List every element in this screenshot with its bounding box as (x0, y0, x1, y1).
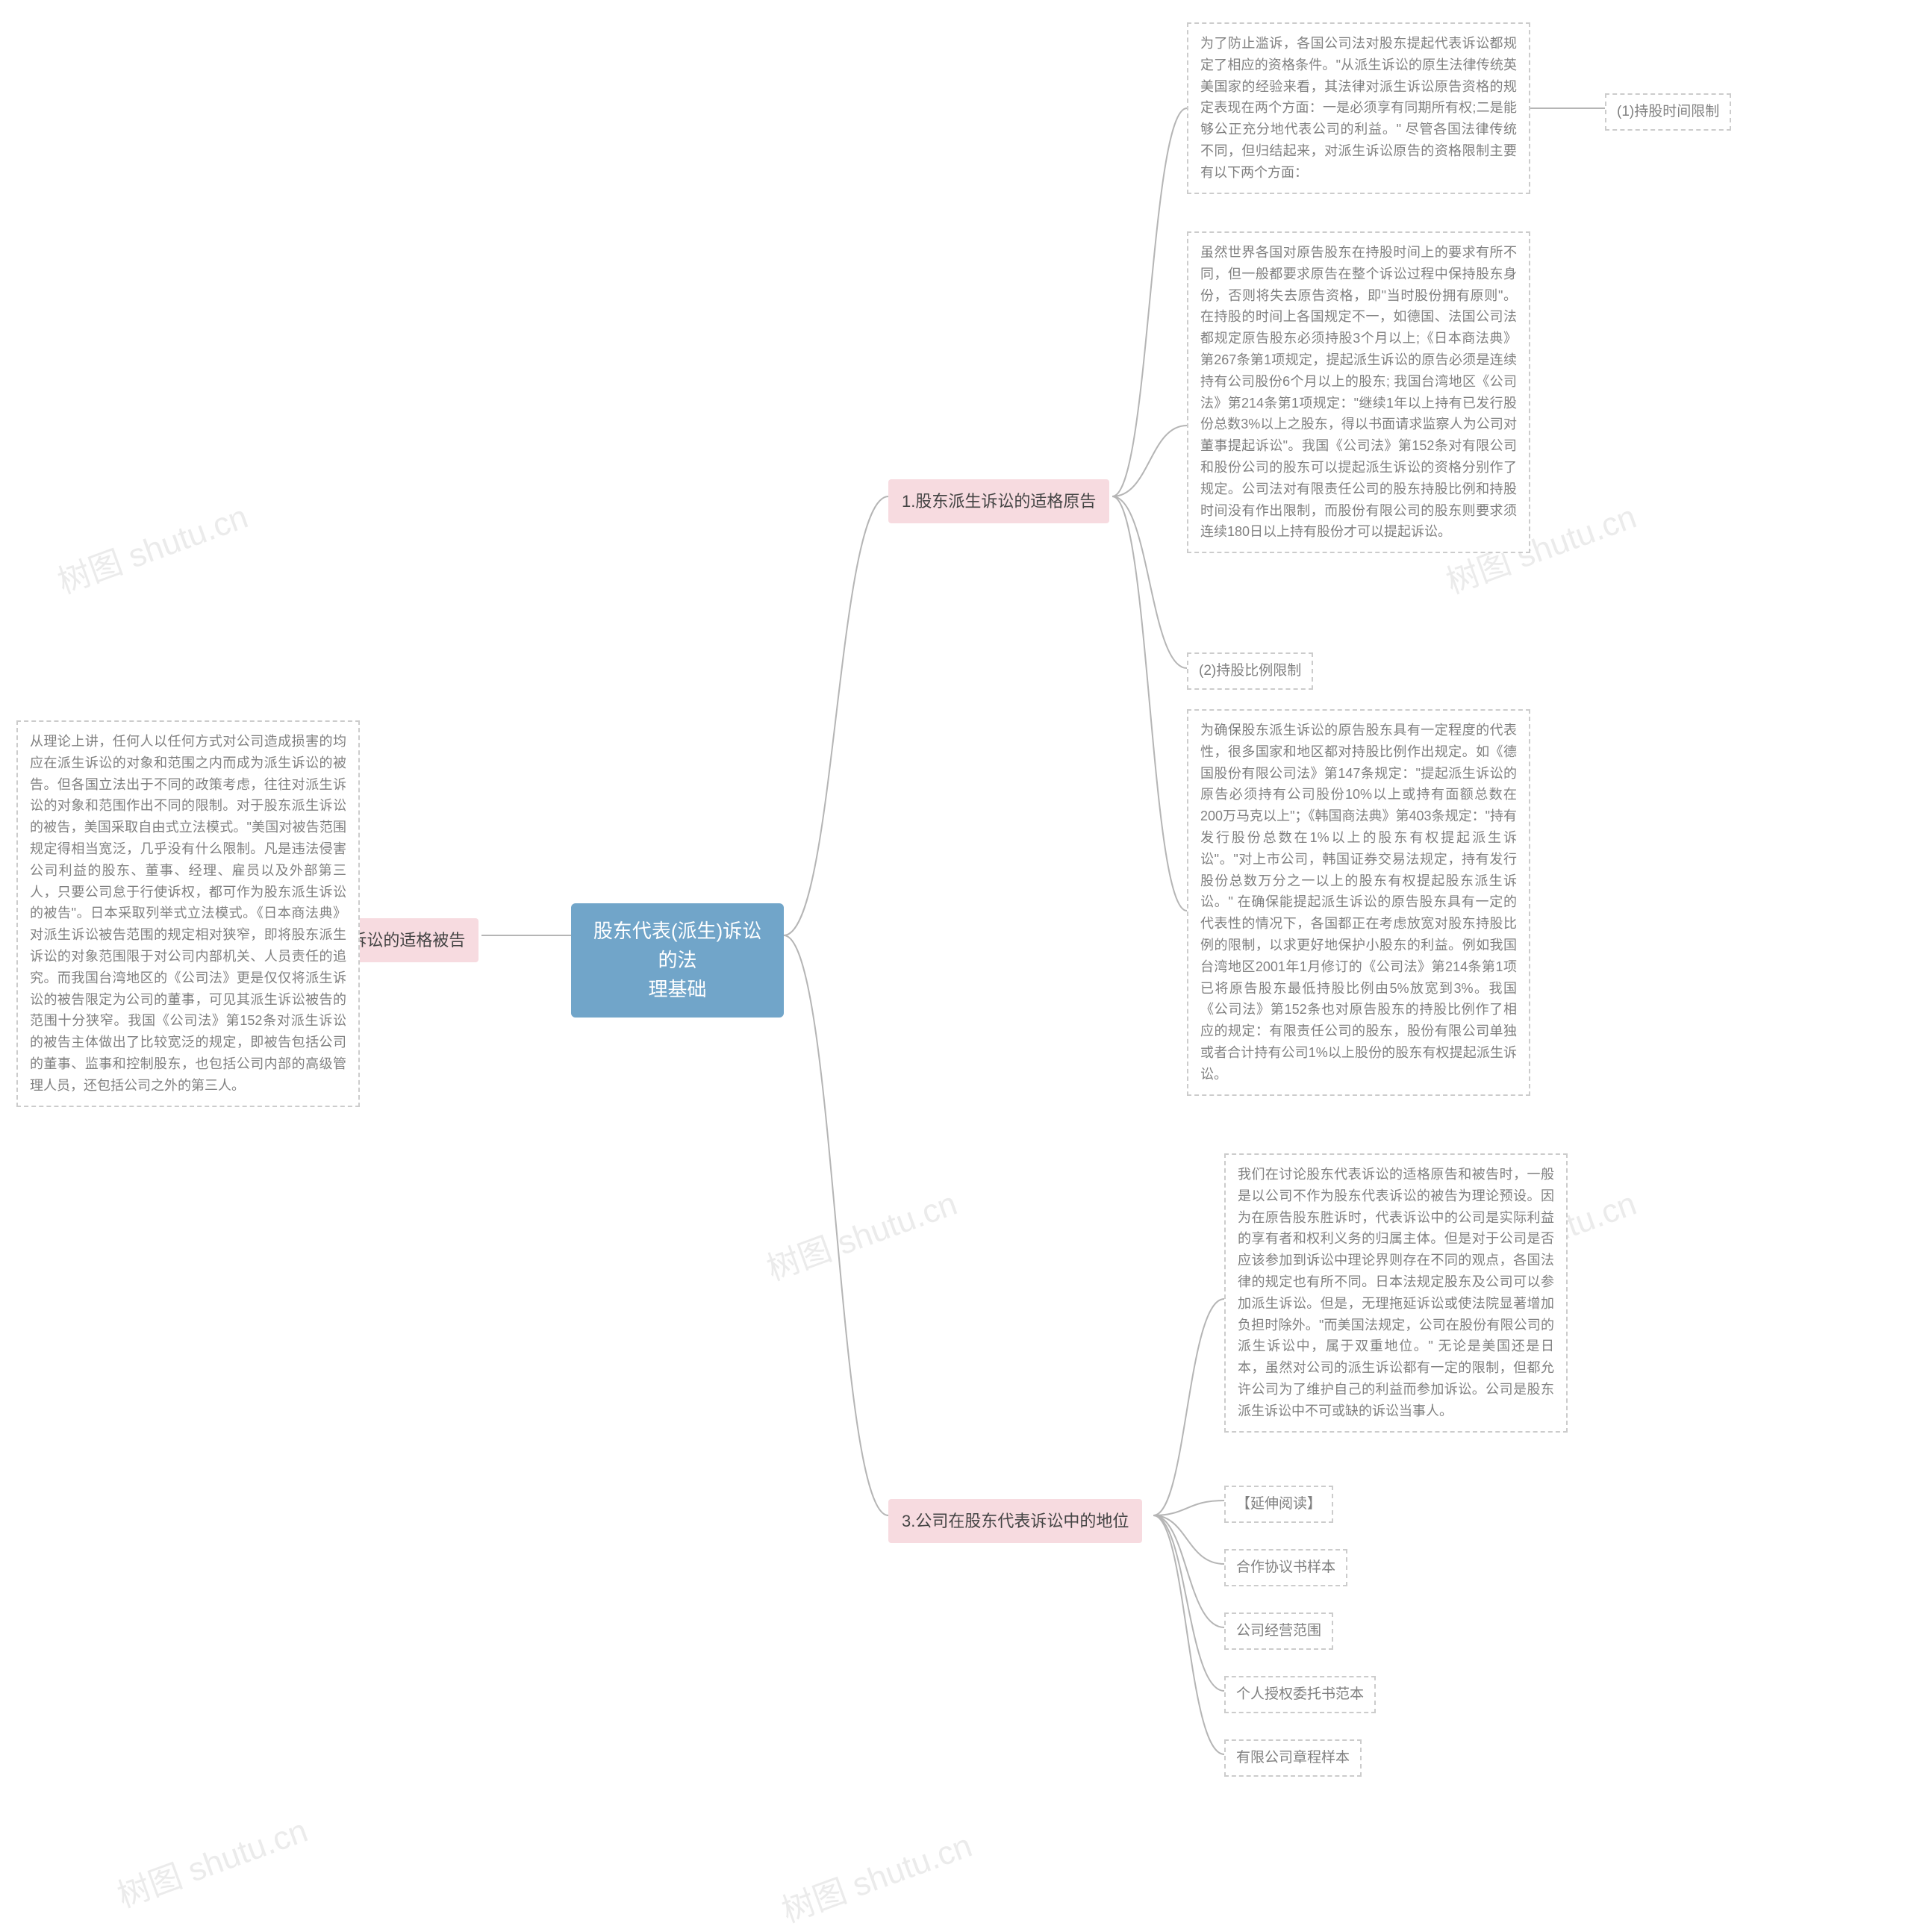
branch-1[interactable]: 1.股东派生诉讼的适格原告 (888, 479, 1109, 523)
leaf-b3-d[interactable]: 公司经营范围 (1224, 1612, 1333, 1650)
leaf-b3-a[interactable]: 我们在讨论股东代表诉讼的适格原告和被告时，一般是以公司不作为股东代表诉讼的被告为… (1224, 1153, 1568, 1433)
watermark: 树图 shutu.cn (110, 1804, 313, 1916)
leaf-b3-f[interactable]: 有限公司章程样本 (1224, 1739, 1362, 1777)
center-title-line2: 理基础 (648, 978, 706, 1000)
watermark: 树图 shutu.cn (774, 1819, 977, 1931)
leaf-b1-c[interactable]: (2)持股比例限制 (1187, 652, 1313, 690)
leaf-b1-b[interactable]: 虽然世界各国对原告股东在持股时间上的要求有所不同，但一般都要求原告在整个诉讼过程… (1187, 231, 1530, 553)
branch-3[interactable]: 3.公司在股东代表诉讼中的地位 (888, 1499, 1142, 1543)
leaf-b1-a-sub[interactable]: (1)持股时间限制 (1605, 93, 1731, 131)
leaf-b3-c[interactable]: 合作协议书样本 (1224, 1549, 1347, 1586)
leaf-b1-d[interactable]: 为确保股东派生诉讼的原告股东具有一定程度的代表性，很多国家和地区都对持股比例作出… (1187, 709, 1530, 1096)
leaf-b1-a[interactable]: 为了防止滥诉，各国公司法对股东提起代表诉讼都规定了相应的资格条件。"从派生诉讼的… (1187, 22, 1530, 194)
center-title-line1: 股东代表(派生)诉讼的法 (593, 920, 761, 971)
leaf-b2[interactable]: 从理论上讲，任何人以任何方式对公司造成损害的均应在派生诉讼的对象和范围之内而成为… (16, 720, 360, 1107)
watermark: 树图 shutu.cn (759, 1177, 962, 1289)
leaf-b3-e[interactable]: 个人授权委托书范本 (1224, 1676, 1376, 1713)
watermark: 树图 shutu.cn (50, 490, 253, 602)
center-node[interactable]: 股东代表(派生)诉讼的法 理基础 (571, 903, 784, 1018)
leaf-b3-b[interactable]: 【延伸阅读】 (1224, 1486, 1333, 1523)
